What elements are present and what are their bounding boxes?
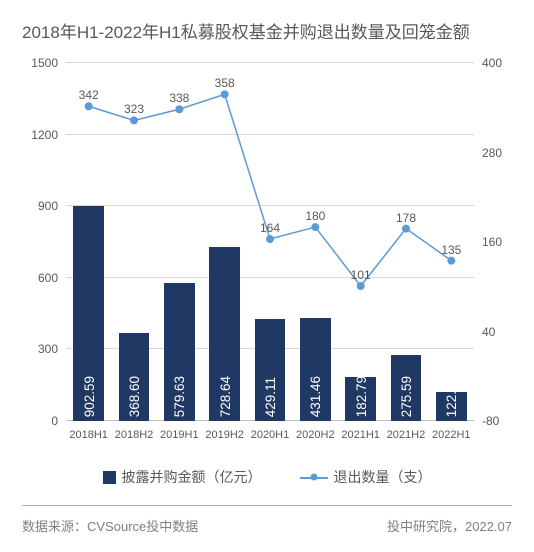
bar: 728.64 xyxy=(209,247,240,421)
line-point-label: 323 xyxy=(124,102,144,116)
x-tick: 2019H2 xyxy=(202,429,247,441)
bar: 122.33 xyxy=(436,392,467,421)
x-tick: 2020H1 xyxy=(247,429,292,441)
y-axis-right: -8040160280400 xyxy=(478,63,512,421)
legend-swatch-line xyxy=(300,470,328,484)
chart-container: 2018年H1-2022年H1私募股权基金并购退出数量及回笼金额 0300600… xyxy=(0,0,534,552)
bar: 182.79 xyxy=(345,377,376,421)
x-tick: 2020H2 xyxy=(293,429,338,441)
legend-item-bar: 披露并购金额（亿元） xyxy=(103,467,262,487)
bar-value-label: 182.79 xyxy=(354,376,369,417)
bar-value-label: 728.64 xyxy=(218,376,233,417)
footer-separator xyxy=(22,505,512,506)
bar-value-label: 902.59 xyxy=(82,376,97,417)
chart-title: 2018年H1-2022年H1私募股权基金并购退出数量及回笼金额 xyxy=(22,18,512,43)
x-tick: 2019H1 xyxy=(157,429,202,441)
line-point-label: 342 xyxy=(79,88,99,102)
legend-swatch-bar xyxy=(103,471,116,484)
legend-bar-label: 披露并购金额（亿元） xyxy=(122,467,262,487)
y-axis-left: 030060090012001500 xyxy=(22,63,62,421)
bar-value-label: 579.63 xyxy=(172,376,187,417)
bar: 368.60 xyxy=(119,333,150,421)
line-point-label: 178 xyxy=(396,210,416,224)
plot-area: 902.59 368.60 579.63 728.64 429.11 431.46 182.… xyxy=(66,63,474,421)
bar: 902.59 xyxy=(73,206,104,421)
line-point-label: 164 xyxy=(260,221,280,235)
line-point-label: 135 xyxy=(441,242,461,256)
bar-group: 902.59 368.60 579.63 728.64 429.11 431.46 182.… xyxy=(66,63,474,421)
legend: 披露并购金额（亿元） 退出数量（支） xyxy=(22,467,512,487)
bar-value-label: 431.46 xyxy=(308,376,323,417)
legend-line-label: 退出数量（支） xyxy=(334,467,432,487)
footer: 数据来源：CVSource投中数据 投中研究院，2022.07 xyxy=(22,516,512,535)
bar-value-label: 368.60 xyxy=(127,376,142,417)
bar-value-label: 275.59 xyxy=(399,376,414,417)
bar: 275.59 xyxy=(391,355,422,421)
line-point-label: 358 xyxy=(215,76,235,90)
chart-area: 030060090012001500 -8040160280400 902.59… xyxy=(22,55,512,465)
legend-item-line: 退出数量（支） xyxy=(300,467,432,487)
bar: 429.11 xyxy=(255,319,286,421)
x-tick: 2018H1 xyxy=(66,429,111,441)
x-tick: 2021H1 xyxy=(338,429,383,441)
bar: 431.46 xyxy=(300,318,331,421)
x-tick: 2022H1 xyxy=(429,429,474,441)
line-point-label: 101 xyxy=(351,268,371,282)
x-tick: 2021H2 xyxy=(383,429,428,441)
footer-author: 投中研究院，2022.07 xyxy=(387,516,512,535)
line-point-label: 338 xyxy=(169,91,189,105)
bar: 579.63 xyxy=(164,283,195,421)
footer-source: 数据来源：CVSource投中数据 xyxy=(22,516,198,535)
bar-value-label: 122.33 xyxy=(444,376,459,417)
bar-value-label: 429.11 xyxy=(263,377,278,417)
x-tick: 2018H2 xyxy=(111,429,156,441)
x-axis: 2018H12018H22019H12019H22020H12020H22021… xyxy=(66,429,474,441)
line-point-label: 180 xyxy=(305,209,325,223)
